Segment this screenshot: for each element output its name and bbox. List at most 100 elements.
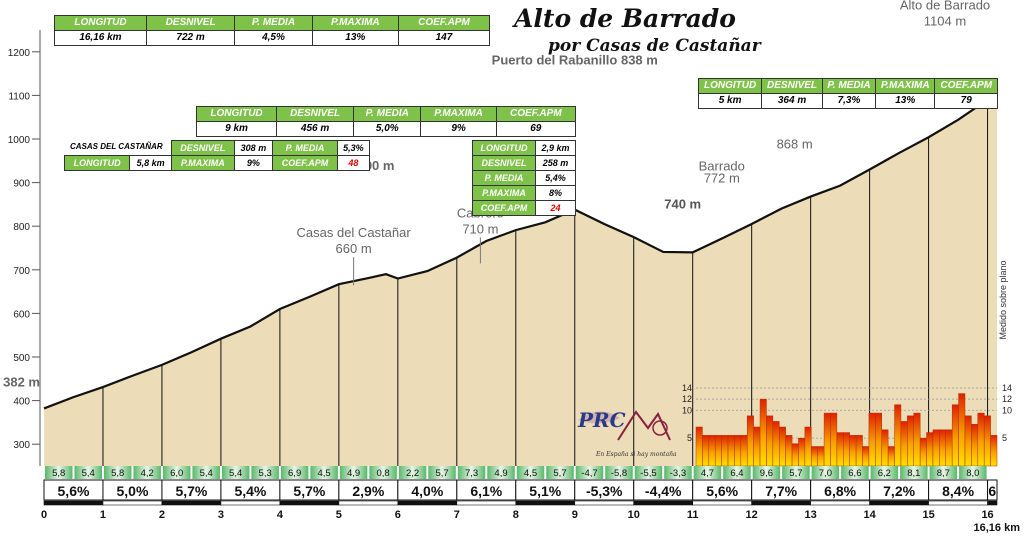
castanar-value: 48 [336,155,371,171]
half-km-pill [74,466,102,479]
half-km-pill [693,466,722,479]
rabanillo-header: P. MEDIA [353,106,422,122]
km-scale-segment [574,500,635,506]
gradient-bar [875,412,882,467]
summary-header: COEF.APM [397,15,491,31]
x-tick-label: 16 [981,509,993,521]
km-scale-segment [928,500,988,506]
castanar-label: COEF.APM [272,155,338,171]
half-km-pill [841,466,869,479]
cabrero-table: LONGITUD 2,9 km DESNIVEL 258 m P. MEDIA 5,4… [472,140,577,216]
gradient-bar [708,435,716,467]
gradient-bar [983,415,991,467]
half-km-pill [752,466,781,479]
km-scale-segment [869,500,929,506]
half-km-pill [575,466,604,479]
gradient-bar [836,432,844,467]
km-grade: 5,0% [116,483,148,499]
gradient-bar [964,415,972,467]
half-km-grade: 6,6 [848,468,861,479]
barrado-value: 79 [934,93,998,109]
x-tick-label: 6 [395,509,401,521]
cabrero-value: 258 m [534,155,577,171]
half-km-grade: 8,0 [966,468,979,479]
half-km-grade: 6,2 [878,468,891,479]
y-tick-label: 800 [13,222,30,233]
x-tick-label: 3 [218,509,224,521]
half-km-grade: 4,2 [141,468,154,479]
gradient-bar [862,446,870,467]
inset-tick-label: 12 [1002,394,1012,404]
gradient-bar [939,429,947,467]
profile-line [43,92,998,410]
y-tick-label: 1000 [8,135,31,146]
half-km-pill [45,466,73,479]
x-tick-label: 11 [687,509,699,521]
annotation-label: 660 m [336,241,372,256]
x-tick-label: 12 [746,509,758,521]
summary-value: 16,16 km [54,30,147,46]
castanar-value: 5,3% [336,140,371,156]
half-km-grade: -3,3 [670,468,686,479]
summary-header: P.MAXIMA [311,15,399,31]
gradient-bar [843,432,850,467]
castanar-value: 9% [233,155,274,171]
summary-value: 722 m [145,30,236,46]
km-scale-segment [515,500,576,506]
half-km-grade: 5,4 [200,468,213,479]
half-km-pill [251,466,279,479]
half-km-grade: -5,8 [611,468,627,479]
cabrero-value: 8% [534,185,577,201]
km-grade: 2,9% [352,483,384,499]
prc-logo: PRC En España si hay montaña [577,408,677,458]
half-km-pill [369,466,397,479]
half-km-pill [959,466,987,479]
gradient-bar [913,412,921,467]
half-km-grade: 5,4 [229,468,242,479]
rabanillo-value: 69 [495,121,577,137]
rabanillo-value: 456 m [276,121,355,137]
y-tick-label: 500 [13,353,30,364]
km-grade: 5,7% [293,483,325,499]
summary-header: DESNIVEL [145,15,236,31]
half-km-grade: 5,7 [789,468,802,479]
rabanillo-header: P.MAXIMA [420,106,497,122]
km-scale-segment [633,500,694,506]
gradient-bar [702,435,710,467]
gradient-bar [849,435,857,467]
x-tick-label: 13 [805,509,817,521]
km-grade: 7,7% [765,483,797,499]
half-km-pill [162,466,191,479]
rabanillo-header: LONGITUD [195,106,278,122]
barrado-header: COEF.APM [934,78,998,94]
x-tick-label: 0 [41,509,47,521]
castanar-label: LONGITUD [63,155,131,171]
castanar-table: DESNIVEL 308 m P. MEDIA 5,3% LONGITUD 5,… [63,140,371,171]
half-km-grade: 7,0 [819,468,832,479]
barrado-header: P.MAXIMA [875,78,936,94]
gradient-bar [766,415,774,467]
half-km-grade: 7,3 [465,468,478,479]
gradient-bar [740,435,748,467]
gradient-bar [817,446,825,467]
barrado-value: 7,3% [821,93,877,109]
half-km-grade: 5,8 [111,468,124,479]
annotation-name: Alto de Barrado [900,0,990,13]
gradient-bar [798,437,806,467]
km-grade: -5,3% [586,483,623,499]
barrado-value: 5 km [697,93,763,109]
half-km-pill [516,466,545,479]
half-km-pill [605,466,633,479]
inset-tick-label: 14 [682,383,692,393]
summary-value: 4,5% [234,30,313,46]
km-grade: 4,0% [411,483,443,499]
km-grade: 6,1% [470,483,502,499]
gradient-bar [855,435,863,467]
cabrero-label: COEF.APM [472,200,536,216]
half-km-grade: 2,2 [406,468,419,479]
y-tick-label: 300 [13,440,30,451]
km-grade-box [987,479,998,501]
half-km-pill [310,466,338,479]
half-km-pill [487,466,515,479]
gradient-bar [727,435,735,467]
